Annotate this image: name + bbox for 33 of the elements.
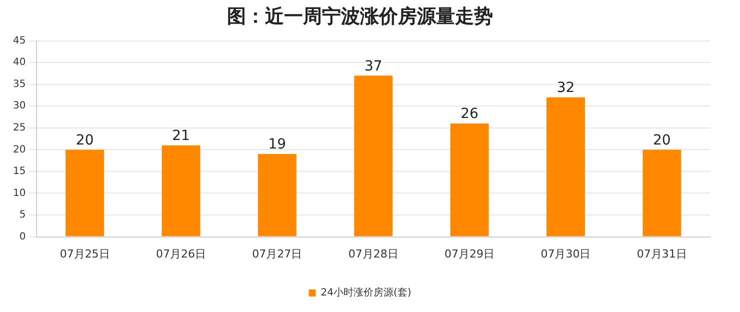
x-tick-label: 07月28日 xyxy=(348,247,398,260)
bar xyxy=(450,124,489,236)
bar xyxy=(354,76,393,236)
bar xyxy=(546,97,585,236)
x-tick-label: 07月29日 xyxy=(444,247,495,260)
data-label: 19 xyxy=(268,136,286,153)
y-tick-label: 30 xyxy=(12,100,26,112)
y-tick-label: 20 xyxy=(12,144,26,156)
y-tick-label: 40 xyxy=(12,57,26,68)
x-tick-label: 07月27日 xyxy=(252,247,302,260)
bar xyxy=(258,154,296,236)
data-label: 26 xyxy=(460,106,479,122)
x-tick-label: 07月25日 xyxy=(60,247,110,260)
x-tick-label: 07月26日 xyxy=(156,247,206,260)
y-tick-label: 35 xyxy=(12,78,26,90)
y-tick-label: 25 xyxy=(12,122,26,134)
y-tick-label: 10 xyxy=(12,188,26,199)
bar xyxy=(642,150,682,236)
x-tick-label: 07月31日 xyxy=(636,247,687,260)
data-label: 37 xyxy=(364,58,382,74)
legend-label: 24小时涨价房源(套) xyxy=(320,286,412,299)
data-label: 20 xyxy=(76,132,94,148)
x-tick-label: 07月30日 xyxy=(540,247,591,260)
y-tick-label: 15 xyxy=(12,166,26,178)
bar xyxy=(66,150,104,236)
bar xyxy=(162,145,200,236)
y-tick-label: 0 xyxy=(19,231,26,242)
data-label: 21 xyxy=(172,128,190,144)
data-label: 20 xyxy=(652,132,671,148)
data-label: 32 xyxy=(556,80,575,96)
y-tick-label: 5 xyxy=(19,210,26,221)
chart-title: 图：近一周宁波涨价房源量走势 xyxy=(227,5,493,28)
y-tick-label: 45 xyxy=(12,35,26,46)
